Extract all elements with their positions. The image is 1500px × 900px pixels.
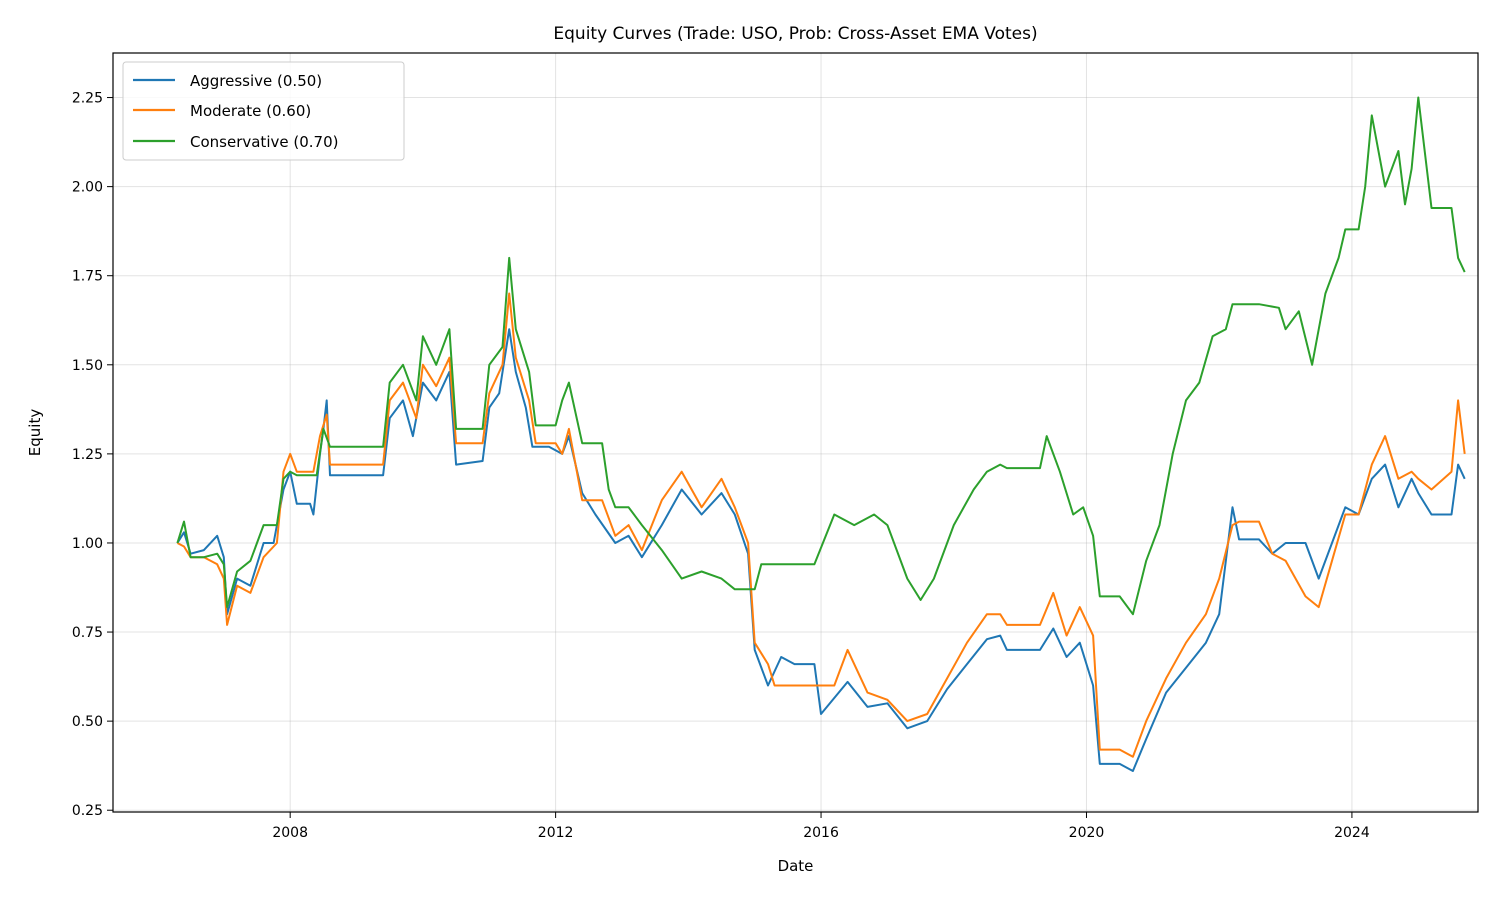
plot-frame <box>112 52 1479 813</box>
y-axis-label: Equity <box>26 409 44 457</box>
x-tick-label: 2020 <box>1069 825 1105 841</box>
x-tick-label: 2008 <box>272 825 308 841</box>
x-tick-label: 2012 <box>538 825 574 841</box>
x-tick-label: 2016 <box>803 825 839 841</box>
y-tick-label: 0.75 <box>72 625 103 641</box>
legend-label-conservative: Conservative (0.70) <box>190 133 338 151</box>
y-tick-label: 1.75 <box>72 269 103 285</box>
x-axis-ticks: 2008 2012 2016 2020 2024 <box>272 812 1370 841</box>
chart-title: Equity Curves (Trade: USO, Prob: Cross-A… <box>553 24 1037 44</box>
y-tick-label: 1.00 <box>72 536 103 552</box>
y-tick-label: 0.25 <box>72 803 103 819</box>
series-line-moderate <box>176 292 1466 758</box>
grid <box>113 53 1478 812</box>
y-axis-ticks: 0.25 0.50 0.75 1.00 1.25 1.50 1.75 2.00 2.25 <box>72 91 113 819</box>
series-lines <box>176 96 1466 772</box>
legend-label-aggressive: Aggressive (0.50) <box>190 72 322 90</box>
y-tick-label: 2.25 <box>72 91 103 107</box>
y-tick-label: 1.50 <box>72 358 103 374</box>
legend: Aggressive (0.50) Moderate (0.60) Conser… <box>122 61 405 161</box>
series-line-conservative <box>176 96 1466 616</box>
x-axis-label: Date <box>778 857 814 875</box>
legend-box <box>122 61 405 161</box>
legend-label-moderate: Moderate (0.60) <box>190 102 311 120</box>
x-tick-label: 2024 <box>1334 825 1370 841</box>
y-tick-label: 2.00 <box>72 180 103 196</box>
y-tick-label: 0.50 <box>72 714 103 730</box>
y-tick-label: 1.25 <box>72 447 103 463</box>
